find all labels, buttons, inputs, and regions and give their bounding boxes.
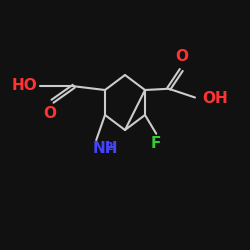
Text: 2: 2 [106, 142, 113, 152]
Text: NH: NH [92, 141, 118, 156]
Text: HO: HO [11, 78, 37, 93]
Text: O: O [176, 49, 188, 64]
Text: O: O [43, 106, 56, 120]
Text: OH: OH [202, 91, 228, 106]
Text: F: F [150, 136, 161, 151]
